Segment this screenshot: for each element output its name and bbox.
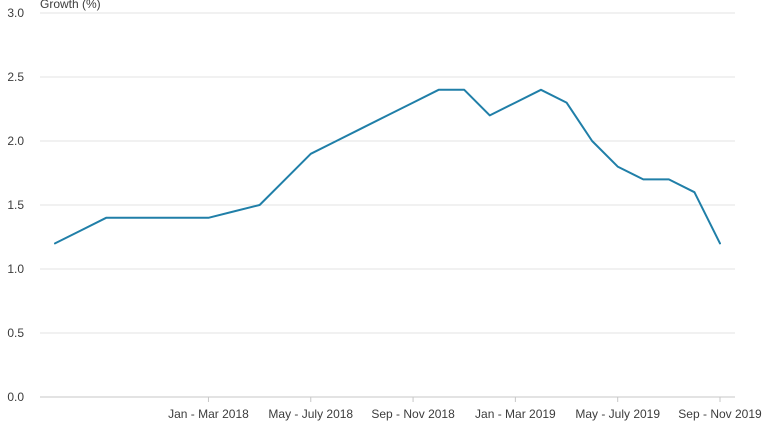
data-point[interactable] (484, 109, 496, 121)
y-tick-label: 1.0 (7, 262, 24, 276)
y-tick-label: 3.0 (7, 6, 24, 20)
x-tick-label: May - July 2019 (575, 407, 660, 421)
y-tick-label: 2.0 (7, 134, 24, 148)
y-tick-label: 0.0 (7, 390, 24, 404)
data-point[interactable] (75, 225, 87, 237)
y-axis-label: Growth (%) (40, 0, 101, 11)
data-point[interactable] (561, 97, 573, 109)
data-point[interactable] (356, 122, 368, 134)
data-point[interactable] (279, 173, 291, 185)
data-point[interactable] (202, 212, 214, 224)
y-tick-label: 1.5 (7, 198, 24, 212)
data-point[interactable] (458, 84, 470, 96)
data-point[interactable] (254, 199, 266, 211)
data-point[interactable] (433, 84, 445, 96)
data-point[interactable] (49, 237, 61, 249)
data-point[interactable] (382, 109, 394, 121)
y-axis: 0.0 0.5 1.0 1.5 2.0 2.5 3.0 (7, 6, 24, 404)
x-tick-label: Jan - Mar 2019 (475, 407, 556, 421)
data-point[interactable] (612, 161, 624, 173)
x-tick-label: Sep - Nov 2019 (678, 407, 762, 421)
series-line (54, 88, 721, 245)
data-point[interactable] (126, 212, 138, 224)
data-point[interactable] (663, 173, 675, 185)
data-point[interactable] (151, 212, 163, 224)
data-point[interactable] (509, 97, 521, 109)
data-point[interactable] (535, 84, 547, 96)
gridlines (40, 12, 735, 334)
data-point[interactable] (305, 148, 317, 160)
data-point[interactable] (407, 97, 419, 109)
x-tick-label: May - July 2018 (268, 407, 353, 421)
data-point[interactable] (714, 237, 726, 249)
data-point[interactable] (637, 173, 649, 185)
data-point[interactable] (586, 135, 598, 147)
data-point[interactable] (228, 205, 240, 217)
x-tick-label: Jan - Mar 2018 (168, 407, 249, 421)
y-tick-label: 0.5 (7, 326, 24, 340)
data-point[interactable] (100, 212, 112, 224)
series-group (49, 84, 726, 249)
x-axis: Jan - Mar 2018 May - July 2018 Sep - Nov 2… (40, 396, 762, 421)
data-point[interactable] (177, 212, 189, 224)
y-tick-label: 2.5 (7, 70, 24, 84)
data-point[interactable] (688, 186, 700, 198)
x-tick-label: Sep - Nov 2018 (371, 407, 455, 421)
data-point[interactable] (330, 135, 342, 147)
